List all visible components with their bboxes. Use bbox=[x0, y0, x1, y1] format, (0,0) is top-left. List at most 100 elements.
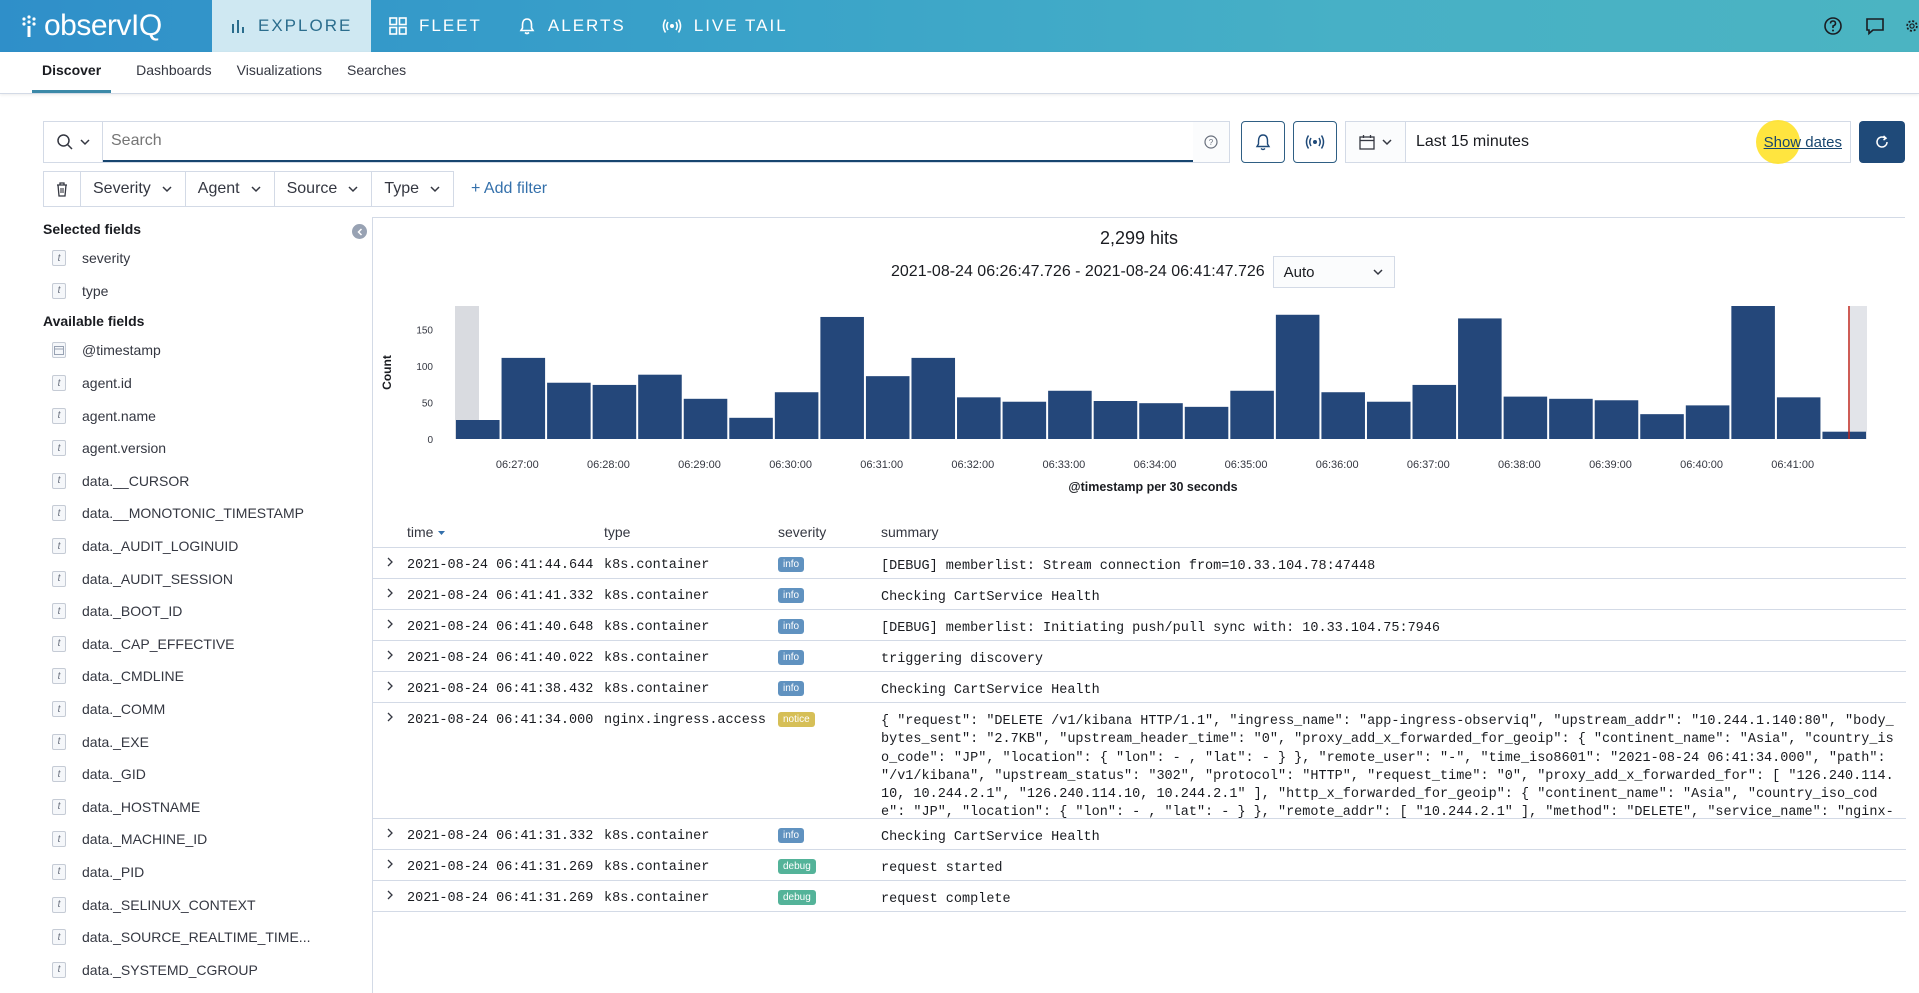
nav-live-tail[interactable]: LIVE TAIL bbox=[644, 0, 806, 52]
table-row[interactable]: 2021-08-24 06:41:38.432 k8s.container info… bbox=[373, 672, 1906, 703]
nav-explore[interactable]: EXPLORE bbox=[212, 0, 371, 52]
filter-agent[interactable]: Agent bbox=[184, 171, 275, 207]
feedback-icon[interactable] bbox=[1863, 14, 1887, 38]
field-item[interactable]: @timestamp bbox=[0, 334, 370, 367]
available-fields-list: @timestamp t agent.id t agent.name t agent.ver… bbox=[0, 334, 370, 986]
severity-badge: debug bbox=[778, 859, 816, 874]
refresh-button[interactable] bbox=[1859, 121, 1905, 163]
expand-row-button[interactable] bbox=[373, 548, 407, 572]
filter-row: Severity Agent Source Type + Add filter bbox=[43, 171, 547, 207]
field-item[interactable]: t data._EXE bbox=[0, 725, 370, 758]
filter-type[interactable]: Type bbox=[371, 171, 454, 207]
expand-row-button[interactable] bbox=[373, 610, 407, 634]
table-row[interactable]: 2021-08-24 06:41:40.648 k8s.container info… bbox=[373, 610, 1906, 641]
column-header-type[interactable]: type bbox=[604, 523, 631, 540]
nav-alerts[interactable]: ALERTS bbox=[500, 0, 644, 52]
table-row[interactable]: 2021-08-24 06:41:31.269 k8s.container debu… bbox=[373, 850, 1906, 881]
field-item[interactable]: t data._SELINUX_CONTEXT bbox=[0, 888, 370, 921]
expand-row-button[interactable] bbox=[373, 819, 407, 843]
filter-severity[interactable]: Severity bbox=[80, 171, 186, 207]
field-item[interactable]: t severity bbox=[0, 242, 370, 275]
row-type: k8s.container bbox=[604, 589, 710, 604]
table-row[interactable]: 2021-08-24 06:41:40.022 k8s.container info… bbox=[373, 641, 1906, 672]
table-row[interactable]: 2021-08-24 06:41:34.000 nginx.ingress.acc… bbox=[373, 703, 1906, 819]
expand-row-button[interactable] bbox=[373, 850, 407, 874]
field-name: data.__MONOTONIC_TIMESTAMP bbox=[82, 505, 304, 522]
row-severity: info bbox=[778, 819, 881, 843]
expand-row-button[interactable] bbox=[373, 641, 407, 665]
string-field-icon: t bbox=[52, 798, 66, 815]
row-severity: info bbox=[778, 641, 881, 665]
filter-source[interactable]: Source bbox=[273, 171, 373, 207]
table-row[interactable]: 2021-08-24 06:41:41.332 k8s.container info… bbox=[373, 579, 1906, 610]
histogram-bar bbox=[957, 397, 1001, 439]
field-item[interactable]: t agent.id bbox=[0, 367, 370, 400]
row-summary: request started bbox=[881, 861, 1003, 876]
expand-row-button[interactable] bbox=[373, 579, 407, 603]
interval-select[interactable]: Auto bbox=[1272, 256, 1395, 288]
chevron-right-icon bbox=[387, 890, 393, 900]
table-header: time type severity summary bbox=[373, 516, 1906, 548]
search-input[interactable] bbox=[103, 122, 1193, 162]
live-tail-button[interactable] bbox=[1293, 121, 1337, 163]
histogram-bar bbox=[1458, 318, 1502, 439]
field-item[interactable]: t agent.name bbox=[0, 399, 370, 432]
row-type: k8s.container bbox=[604, 860, 710, 875]
field-item[interactable]: t data._SYSTEMD_CGROUP bbox=[0, 953, 370, 986]
column-header-time[interactable]: time bbox=[407, 524, 604, 540]
chevron-down-icon bbox=[79, 139, 90, 146]
field-item[interactable]: t type bbox=[0, 275, 370, 308]
create-alert-button[interactable] bbox=[1241, 121, 1285, 163]
field-item[interactable]: t data._PID bbox=[0, 856, 370, 889]
field-item[interactable]: t data._GID bbox=[0, 758, 370, 791]
chevron-right-icon bbox=[387, 712, 393, 722]
gear-icon[interactable] bbox=[1905, 14, 1919, 38]
collapse-sidebar-button[interactable] bbox=[352, 224, 367, 239]
date-field-icon bbox=[52, 342, 66, 359]
nav-explore-label: EXPLORE bbox=[258, 16, 353, 35]
field-item[interactable]: t agent.version bbox=[0, 432, 370, 465]
field-item[interactable]: t data._BOOT_ID bbox=[0, 595, 370, 628]
field-item[interactable]: t data.__MONOTONIC_TIMESTAMP bbox=[0, 497, 370, 530]
add-filter-button[interactable]: + Add filter bbox=[471, 180, 548, 197]
search-type-selector[interactable] bbox=[44, 122, 103, 162]
observiq-logo[interactable]: observIQ bbox=[0, 0, 212, 52]
tab-dashboards[interactable]: Dashboards bbox=[136, 62, 212, 78]
x-tick-label: 06:37:00 bbox=[1407, 459, 1450, 471]
help-icon[interactable] bbox=[1821, 14, 1845, 38]
field-item[interactable]: t data._AUDIT_LOGINUID bbox=[0, 530, 370, 563]
table-row[interactable]: 2021-08-24 06:41:31.269 k8s.container debu… bbox=[373, 881, 1906, 912]
row-summary: request complete bbox=[881, 892, 1011, 907]
field-item[interactable]: t data._COMM bbox=[0, 693, 370, 726]
filter-severity-label: Severity bbox=[93, 180, 151, 197]
bar-chart-icon bbox=[232, 20, 244, 33]
expand-row-button[interactable] bbox=[373, 881, 407, 905]
search-help-icon[interactable]: ? bbox=[1193, 122, 1229, 162]
tab-discover[interactable]: Discover bbox=[32, 62, 112, 93]
tab-searches[interactable]: Searches bbox=[347, 62, 407, 78]
table-row[interactable]: 2021-08-24 06:41:31.332 k8s.container info… bbox=[373, 819, 1906, 850]
quick-select-button[interactable] bbox=[1346, 122, 1406, 162]
field-item[interactable]: t data._MACHINE_ID bbox=[0, 823, 370, 856]
column-header-severity[interactable]: severity bbox=[778, 523, 827, 540]
nav-fleet[interactable]: FLEET bbox=[371, 0, 500, 52]
interval-value: Auto bbox=[1283, 263, 1315, 281]
chevron-right-icon bbox=[387, 828, 393, 838]
field-item[interactable]: t data._CAP_EFFECTIVE bbox=[0, 628, 370, 661]
field-item[interactable]: t data._SOURCE_REALTIME_TIME... bbox=[0, 921, 370, 954]
column-header-summary[interactable]: summary bbox=[881, 523, 939, 540]
field-name: data._MACHINE_ID bbox=[82, 831, 208, 848]
field-item[interactable]: t data._HOSTNAME bbox=[0, 791, 370, 824]
field-item[interactable]: t data._AUDIT_SESSION bbox=[0, 562, 370, 595]
expand-row-button[interactable] bbox=[373, 703, 407, 727]
histogram-bar bbox=[1048, 390, 1092, 439]
table-row[interactable]: 2021-08-24 06:41:44.644 k8s.container info… bbox=[373, 548, 1906, 579]
show-dates-link[interactable]: Show dates bbox=[1755, 119, 1842, 164]
expand-row-button[interactable] bbox=[373, 672, 407, 696]
clear-filters-button[interactable] bbox=[43, 171, 81, 207]
string-field-icon: t bbox=[52, 250, 66, 267]
field-item[interactable]: t data._CMDLINE bbox=[0, 660, 370, 693]
tab-visualizations[interactable]: Visualizations bbox=[236, 62, 323, 78]
nav-alerts-label: ALERTS bbox=[547, 16, 626, 35]
field-item[interactable]: t data.__CURSOR bbox=[0, 465, 370, 498]
